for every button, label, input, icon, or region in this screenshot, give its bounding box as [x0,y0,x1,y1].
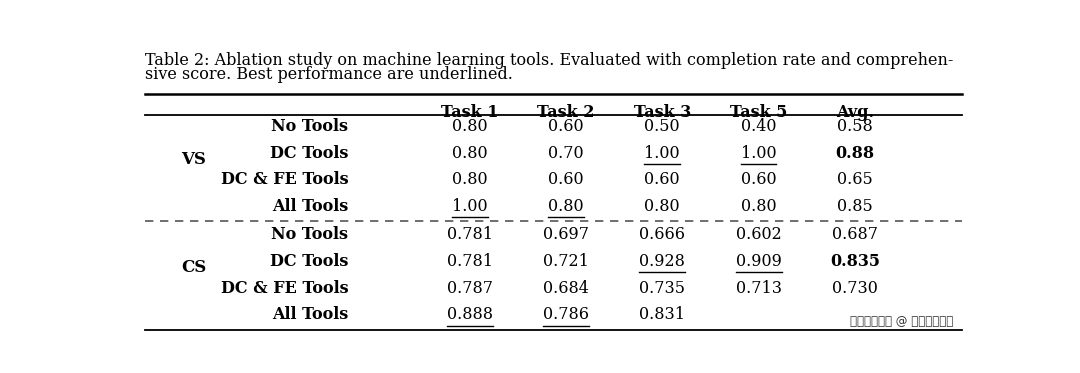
Text: 0.60: 0.60 [549,118,584,135]
Text: VS: VS [181,151,206,168]
Text: 0.50: 0.50 [645,118,680,135]
Text: 0.58: 0.58 [837,118,873,135]
Text: DC & FE Tools: DC & FE Tools [220,280,349,297]
Text: 1.00: 1.00 [453,198,487,215]
Text: 0.713: 0.713 [735,280,782,297]
Text: 0.721: 0.721 [543,253,589,270]
Text: 0.602: 0.602 [735,226,782,243]
Text: 0.684: 0.684 [543,280,589,297]
Text: 0.697: 0.697 [543,226,589,243]
Text: 掘金技术社区 @ 字节跳动开源: 掘金技术社区 @ 字节跳动开源 [850,315,954,328]
Text: Avg.: Avg. [836,104,874,120]
Text: 0.80: 0.80 [453,145,487,162]
Text: 0.781: 0.781 [447,253,492,270]
Text: 0.666: 0.666 [639,226,686,243]
Text: 0.909: 0.909 [735,253,782,270]
Text: 0.687: 0.687 [832,226,878,243]
Text: 0.88: 0.88 [835,145,875,162]
Text: 0.80: 0.80 [741,198,777,215]
Text: 0.80: 0.80 [549,198,584,215]
Text: Task 5: Task 5 [730,104,787,120]
Text: Task 1: Task 1 [441,104,499,120]
Text: 0.85: 0.85 [837,198,873,215]
Text: All Tools: All Tools [272,306,349,323]
Text: 0.80: 0.80 [453,118,487,135]
Text: 0.60: 0.60 [645,172,680,188]
Text: 0.888: 0.888 [447,306,492,323]
Text: Task 2: Task 2 [538,104,595,120]
Text: 0.787: 0.787 [447,280,492,297]
Text: 0.831: 0.831 [639,306,686,323]
Text: 0.65: 0.65 [837,172,873,188]
Text: DC & FE Tools: DC & FE Tools [220,172,349,188]
Text: 1.00: 1.00 [645,145,680,162]
Text: 0.80: 0.80 [453,172,487,188]
Text: 0.786: 0.786 [543,306,589,323]
Text: 0.835: 0.835 [829,253,880,270]
Text: 0.70: 0.70 [549,145,584,162]
Text: 0.80: 0.80 [645,198,680,215]
Text: Table 2: Ablation study on machine learning tools. Evaluated with completion rat: Table 2: Ablation study on machine learn… [145,52,954,69]
Text: 0.60: 0.60 [741,172,777,188]
Text: 0.781: 0.781 [447,226,492,243]
Text: 0.735: 0.735 [639,280,686,297]
Text: DC Tools: DC Tools [270,253,349,270]
Text: DC Tools: DC Tools [270,145,349,162]
Text: CS: CS [181,259,206,276]
Text: Task 3: Task 3 [634,104,691,120]
Text: No Tools: No Tools [271,226,349,243]
Text: All Tools: All Tools [272,198,349,215]
Text: 0.60: 0.60 [549,172,584,188]
Text: 1.00: 1.00 [741,145,777,162]
Text: 0.40: 0.40 [741,118,777,135]
Text: 0.928: 0.928 [639,253,685,270]
Text: 0.730: 0.730 [832,280,878,297]
Text: sive score. Best performance are underlined.: sive score. Best performance are underli… [145,66,513,83]
Text: No Tools: No Tools [271,118,349,135]
